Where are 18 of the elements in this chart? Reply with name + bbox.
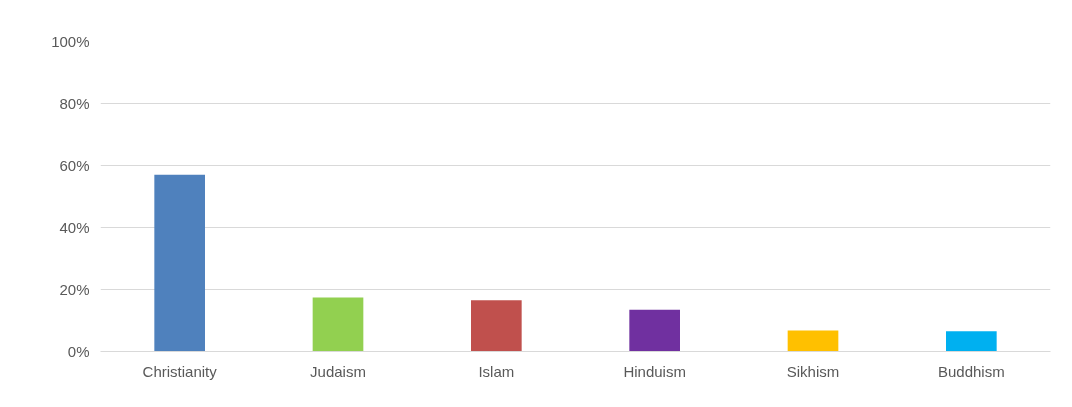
x-tick-label: Judaism <box>310 362 366 380</box>
y-tick-label: 0% <box>67 343 90 360</box>
bar <box>946 331 997 352</box>
bar <box>312 297 364 352</box>
bar <box>471 300 522 352</box>
x-tick-label: Sikhism <box>786 362 840 380</box>
y-tick-label: 20% <box>59 281 90 298</box>
y-tick-label: 40% <box>59 219 90 236</box>
y-tick-label: 100% <box>51 33 90 50</box>
bar <box>629 309 680 352</box>
x-tick-label: Christianity <box>142 362 218 380</box>
y-tick-label: 80% <box>59 95 90 112</box>
x-tick-label: Islam <box>478 362 515 380</box>
x-tick-label: Hinduism <box>623 362 686 380</box>
y-tick-label: 60% <box>59 157 90 174</box>
bar <box>154 174 205 352</box>
bar <box>787 330 839 352</box>
x-tick-label: Buddhism <box>937 362 1005 380</box>
